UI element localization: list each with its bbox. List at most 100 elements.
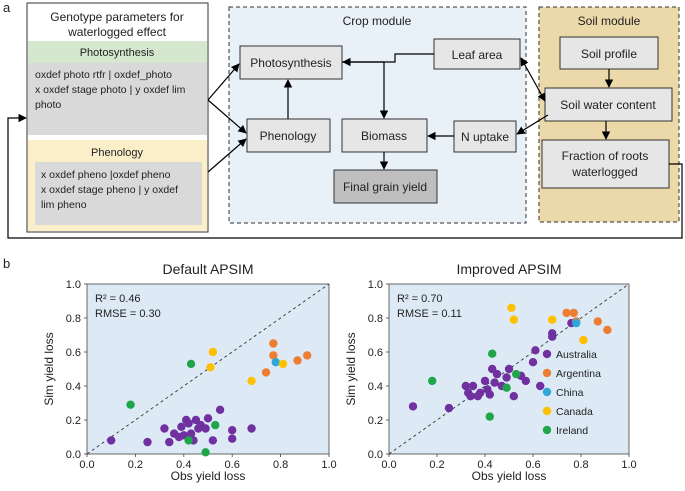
photo-param-line2: x oxdef stage photo | y oxdef lim	[35, 84, 186, 96]
x-axis-label: Obs yield loss	[171, 469, 246, 483]
data-point-australia	[107, 436, 116, 445]
data-point-argentina	[603, 325, 612, 335]
photosynthesis-node-label: Photosynthesis	[250, 56, 331, 70]
data-point-australia	[531, 346, 540, 355]
data-point-ireland	[211, 420, 220, 430]
diagram-arrows	[7, 53, 683, 239]
legend-label-argentina: Argentina	[556, 368, 601, 380]
data-point-australia	[160, 424, 169, 433]
x-axis-label: Obs yield loss	[472, 469, 547, 483]
data-point-australia	[509, 392, 518, 401]
x-tick-label: 0.6	[225, 459, 240, 471]
y-tick-label: 1.0	[66, 279, 81, 291]
r-squared-stat: R² = 0.46	[95, 293, 141, 305]
biomass-node-label: Biomass	[361, 129, 407, 143]
data-point-australia	[468, 381, 478, 391]
data-point-canada	[509, 315, 518, 324]
legend-marker-china	[542, 387, 552, 397]
data-point-argentina	[269, 339, 278, 348]
soil-water-node	[544, 87, 673, 122]
data-point-australia	[165, 437, 174, 447]
pheno-param-line2: x oxdef stage pheno | y oxdef	[41, 184, 178, 196]
data-point-ireland	[428, 376, 437, 386]
data-point-ireland	[488, 349, 497, 358]
legend-marker-australia	[542, 349, 552, 359]
data-point-canada	[579, 335, 588, 345]
legend-label-canada: Canada	[556, 406, 593, 418]
x-tick-label: 0.8	[573, 459, 588, 471]
arrow-soilwater-to-leafarea	[520, 57, 546, 102]
data-point-australia	[476, 388, 485, 397]
data-point-ireland	[512, 369, 521, 379]
data-point-australia	[201, 424, 210, 433]
crop-module: Crop module Photosynthesis Leaf area Phe…	[228, 6, 527, 224]
arrow-photo-params-to-phenology	[207, 99, 247, 134]
legend-marker-ireland	[542, 425, 552, 435]
x-tick-label: 0.4	[176, 459, 191, 471]
data-point-ireland	[186, 359, 196, 369]
data-point-australia	[203, 414, 213, 423]
data-point-australia	[184, 419, 193, 428]
data-point-china	[572, 318, 581, 328]
soil-module-title: Soil module	[578, 14, 641, 28]
data-point-argentina	[269, 351, 278, 360]
y-tick-label: 0.8	[368, 313, 383, 325]
data-point-ireland	[201, 448, 210, 457]
y-tick-label: 0.0	[66, 449, 81, 461]
data-point-canada	[278, 359, 288, 369]
data-point-argentina	[261, 368, 271, 377]
chart-default: 0.0 0.2 0.4 0.6 0.8 1.0 0.0 0.2 0.4 0.6 0.8 1.0 Defa…	[42, 261, 337, 483]
data-point-canada	[507, 303, 516, 312]
phenology-section-header: Phenology	[91, 147, 143, 159]
y-tick-label: 0.2	[368, 415, 383, 427]
arrow-photo-params-to-photosynthesis	[207, 63, 240, 101]
soil-module: Soil module Soil profile Soil water cont…	[538, 6, 680, 223]
data-point-australia	[143, 437, 152, 447]
data-point-australia	[228, 426, 237, 435]
pheno-param-line3: lim pheno	[41, 199, 87, 211]
photosynthesis-section-header: Photosynthesis	[80, 47, 155, 59]
data-point-argentina	[593, 317, 602, 326]
data-point-australia	[466, 392, 475, 401]
arrow-soilwater-to-nuptake	[516, 114, 549, 135]
final-grain-yield-node	[333, 169, 438, 204]
rmse-stat: RMSE = 0.11	[397, 308, 462, 320]
data-point-australia	[490, 378, 499, 387]
photo-param-line1: oxdef photo rtfr | oxdef_photo	[35, 69, 172, 81]
data-point-argentina	[562, 308, 571, 318]
y-axis-label: Sim yield loss	[42, 332, 56, 405]
arrow-feedback-loop	[7, 113, 683, 239]
soil-profile-node-label: Soil profile	[581, 47, 637, 61]
y-tick-label: 0.8	[66, 313, 81, 325]
one-to-one-line	[86, 283, 330, 455]
leaf-area-node-label: Leaf area	[452, 48, 503, 62]
one-to-one-line	[388, 283, 630, 455]
genotype-title-line2: waterlogged effect	[67, 25, 167, 39]
data-point-australia	[521, 376, 530, 386]
data-point-australia	[502, 373, 511, 382]
arrow-photosynthesis-to-biomass	[342, 61, 389, 119]
data-point-australia	[228, 434, 237, 443]
y-tick-label: 0.4	[66, 381, 81, 393]
x-tick-label: 0.4	[477, 459, 492, 471]
y-tick-label: 0.2	[66, 415, 81, 427]
genotype-title-line1: Genotype parameters for	[50, 10, 183, 24]
data-point-canada	[548, 315, 557, 324]
x-tick-label: 1.0	[621, 459, 636, 471]
genotype-parameters-box: Genotype parameters for waterlogged effe…	[26, 2, 209, 233]
data-point-australia	[444, 403, 454, 413]
arrow-pheno-params-to-phenology	[207, 138, 247, 173]
y-tick-label: 0.0	[368, 449, 383, 461]
x-tick-label: 0.2	[429, 459, 444, 471]
legend-marker-canada	[542, 406, 552, 416]
legend-label-australia: Australia	[556, 349, 597, 361]
data-point-argentina	[303, 351, 312, 360]
data-point-australia	[215, 405, 225, 414]
soil-water-node-label: Soil water content	[560, 98, 656, 112]
model-diagram: a Genotype parameters for waterlogged ef…	[3, 0, 683, 239]
legend-label-ireland: Ireland	[556, 425, 588, 437]
r-squared-stat: R² = 0.70	[397, 293, 443, 305]
phenology-node	[246, 118, 331, 153]
data-point-australia	[186, 429, 196, 438]
data-point-ireland	[485, 412, 494, 421]
